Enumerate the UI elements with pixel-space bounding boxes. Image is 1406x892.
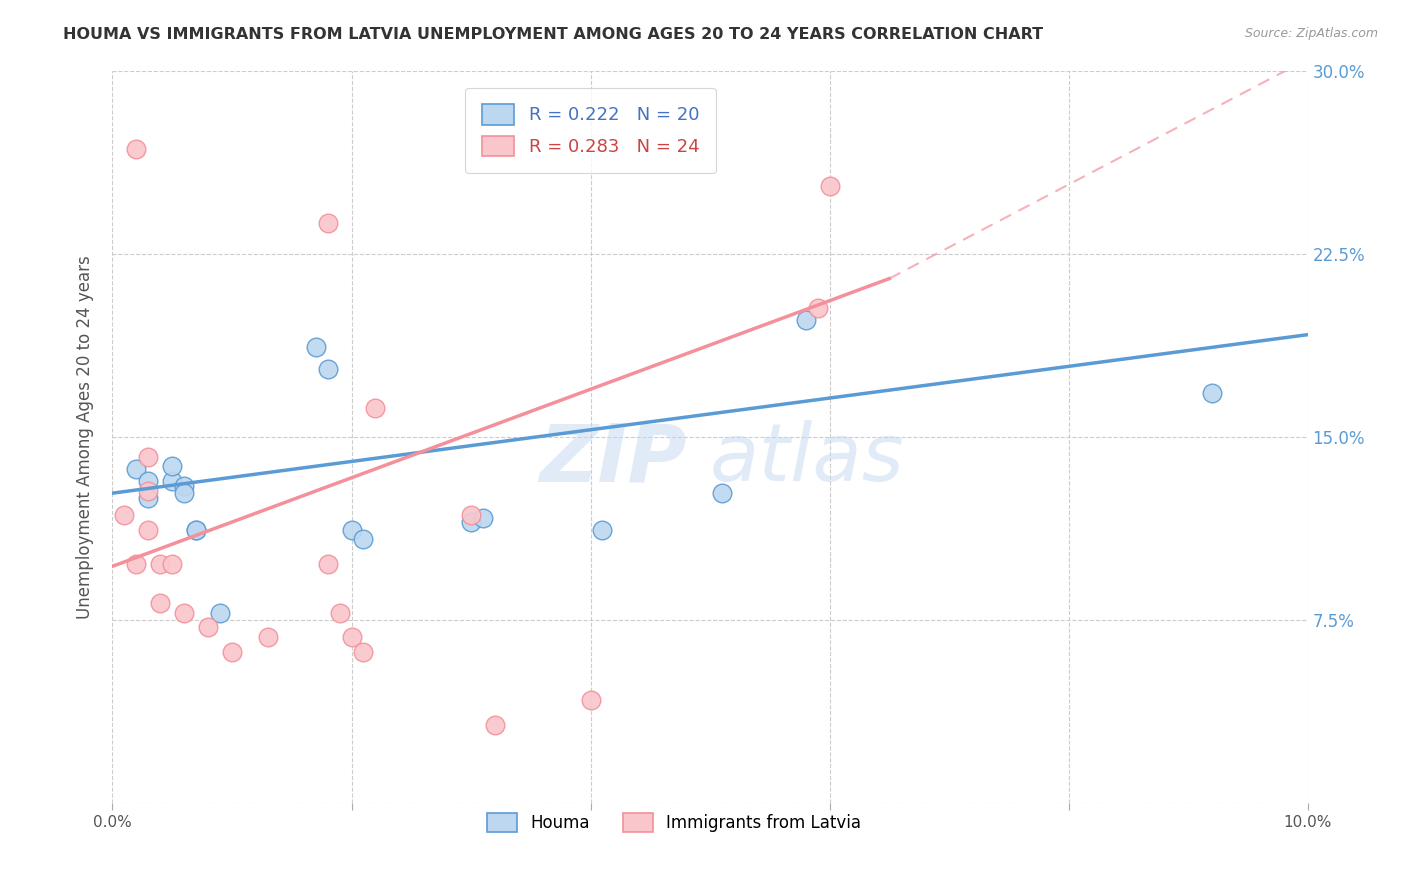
Point — [173, 479, 195, 493]
Point — [353, 645, 375, 659]
Legend: Houma, Immigrants from Latvia: Houma, Immigrants from Latvia — [474, 800, 875, 846]
Point — [1201, 386, 1223, 401]
Point — [138, 491, 160, 505]
Point — [579, 693, 602, 707]
Point — [149, 557, 172, 571]
Point — [711, 486, 734, 500]
Text: HOUMA VS IMMIGRANTS FROM LATVIA UNEMPLOYMENT AMONG AGES 20 TO 24 YEARS CORRELATI: HOUMA VS IMMIGRANTS FROM LATVIA UNEMPLOY… — [63, 27, 1043, 42]
Point — [460, 516, 482, 530]
Point — [316, 215, 339, 229]
Point — [149, 596, 172, 610]
Point — [329, 606, 352, 620]
Point — [353, 533, 375, 547]
Point — [138, 523, 160, 537]
Point — [305, 340, 328, 354]
Point — [138, 474, 160, 488]
Point — [114, 508, 135, 522]
Point — [364, 401, 387, 415]
Point — [162, 474, 183, 488]
Point — [162, 459, 183, 474]
Point — [221, 645, 243, 659]
Point — [818, 178, 841, 193]
Point — [125, 462, 148, 476]
Point — [472, 510, 495, 524]
Point — [138, 450, 160, 464]
Point — [209, 606, 232, 620]
Point — [186, 523, 208, 537]
Point — [484, 718, 506, 732]
Point — [316, 557, 339, 571]
Point — [125, 142, 148, 156]
Point — [257, 630, 280, 644]
Point — [162, 557, 183, 571]
Y-axis label: Unemployment Among Ages 20 to 24 years: Unemployment Among Ages 20 to 24 years — [76, 255, 94, 619]
Point — [592, 523, 614, 537]
Point — [138, 483, 160, 498]
Text: Source: ZipAtlas.com: Source: ZipAtlas.com — [1244, 27, 1378, 40]
Point — [340, 523, 363, 537]
Point — [173, 486, 195, 500]
Point — [340, 630, 363, 644]
Text: ZIP: ZIP — [538, 420, 686, 498]
Point — [186, 523, 208, 537]
Point — [460, 508, 482, 522]
Text: atlas: atlas — [710, 420, 905, 498]
Point — [807, 301, 830, 315]
Point — [316, 361, 339, 376]
Point — [794, 313, 817, 327]
Point — [125, 557, 148, 571]
Point — [197, 620, 219, 634]
Point — [173, 606, 195, 620]
